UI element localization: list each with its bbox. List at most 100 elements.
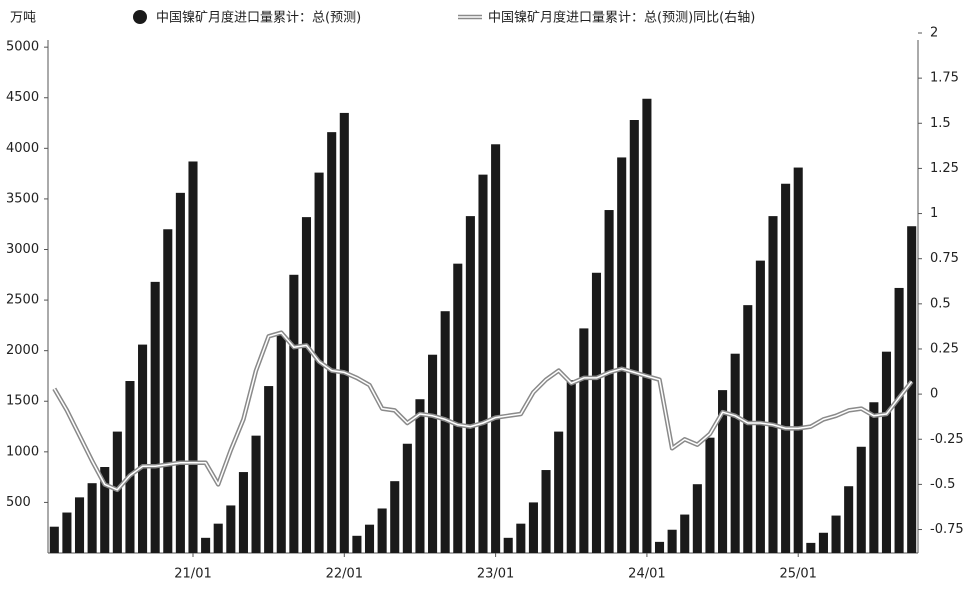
bar bbox=[755, 260, 765, 553]
y2-tick-label: -0.25 bbox=[930, 432, 964, 447]
x-tick-label: 22/01 bbox=[326, 567, 363, 582]
y2-tick-label: 1.75 bbox=[930, 71, 959, 86]
bar bbox=[881, 351, 892, 553]
bar bbox=[428, 354, 438, 553]
bar bbox=[339, 112, 349, 553]
bar bbox=[478, 174, 488, 553]
y-tick-label: 2000 bbox=[6, 343, 39, 358]
y2-tick-label: 0.75 bbox=[930, 251, 959, 266]
bar bbox=[705, 437, 715, 553]
y-tick-label: 1000 bbox=[6, 444, 39, 459]
bar bbox=[327, 132, 337, 553]
bar bbox=[100, 467, 110, 553]
bar bbox=[352, 535, 362, 553]
bar bbox=[718, 390, 728, 553]
bar bbox=[680, 514, 690, 553]
bar bbox=[377, 508, 387, 553]
x-tick-label: 24/01 bbox=[628, 567, 665, 582]
bar bbox=[112, 431, 122, 553]
bar bbox=[201, 537, 211, 553]
bar bbox=[491, 144, 501, 553]
bar bbox=[856, 446, 866, 553]
bar bbox=[364, 524, 375, 553]
line-highlight bbox=[53, 331, 913, 491]
bar bbox=[554, 431, 564, 553]
y-tick-label: 3000 bbox=[6, 242, 39, 257]
bar bbox=[667, 529, 677, 553]
bar bbox=[516, 523, 526, 553]
bar bbox=[49, 526, 59, 553]
y2-tick-label: 1.5 bbox=[930, 116, 951, 131]
y-tick-label: 5000 bbox=[6, 40, 39, 55]
bar bbox=[188, 161, 198, 553]
bar bbox=[844, 486, 854, 553]
bar bbox=[87, 483, 97, 553]
bar bbox=[213, 523, 223, 553]
bar bbox=[453, 263, 463, 553]
bar bbox=[465, 216, 475, 553]
bar bbox=[440, 311, 450, 553]
bar bbox=[743, 305, 753, 553]
bar bbox=[768, 216, 778, 553]
bar bbox=[125, 381, 135, 553]
bar bbox=[163, 229, 173, 553]
y2-tick-label: 0.25 bbox=[930, 341, 959, 356]
bar bbox=[289, 274, 299, 553]
bar bbox=[402, 443, 412, 553]
bar bbox=[604, 210, 614, 554]
bar bbox=[238, 472, 248, 553]
bar bbox=[831, 515, 841, 553]
bar bbox=[415, 399, 425, 553]
bar bbox=[642, 98, 652, 553]
bar bbox=[781, 183, 791, 553]
y-tick-label: 4000 bbox=[6, 141, 39, 156]
y-tick-label: 4500 bbox=[6, 90, 39, 105]
y-tick-label: 500 bbox=[6, 495, 31, 510]
bar bbox=[629, 120, 639, 553]
legend-marker bbox=[133, 10, 147, 24]
x-tick-label: 25/01 bbox=[779, 567, 816, 582]
bar bbox=[264, 386, 274, 553]
y2-tick-label: 1.25 bbox=[930, 161, 959, 176]
bar bbox=[138, 344, 148, 553]
y-tick-label: 1500 bbox=[6, 394, 39, 409]
bar bbox=[390, 481, 400, 553]
bar bbox=[730, 353, 740, 553]
bar bbox=[806, 542, 816, 553]
bar bbox=[226, 505, 236, 553]
unit-label: 万吨 bbox=[10, 11, 36, 26]
y2-tick-label: 0 bbox=[930, 387, 938, 402]
y-tick-label: 2500 bbox=[6, 293, 39, 308]
y2-tick-label: 2 bbox=[930, 26, 938, 41]
y2-tick-label: 1 bbox=[930, 206, 938, 221]
x-tick-label: 23/01 bbox=[477, 567, 514, 582]
bar bbox=[74, 497, 85, 553]
y2-tick-label: -0.5 bbox=[930, 477, 955, 492]
bar bbox=[591, 272, 602, 553]
bar bbox=[654, 541, 665, 553]
bar bbox=[818, 532, 828, 553]
bar bbox=[869, 402, 879, 553]
bar bbox=[528, 502, 538, 553]
bar bbox=[503, 537, 513, 553]
y-tick-label: 3500 bbox=[6, 191, 39, 206]
x-tick-label: 21/01 bbox=[174, 567, 211, 582]
bar bbox=[793, 167, 803, 553]
bar bbox=[907, 226, 917, 554]
bar bbox=[541, 470, 551, 553]
bar bbox=[692, 484, 702, 553]
bar bbox=[175, 192, 185, 553]
y2-tick-label: 0.5 bbox=[930, 296, 951, 311]
bar bbox=[301, 217, 312, 553]
bar bbox=[251, 435, 261, 553]
bar bbox=[62, 512, 72, 553]
bar bbox=[150, 281, 160, 553]
legend-label: 中国镍矿月度进口量累计：总(预测)同比(右轴) bbox=[488, 10, 755, 26]
bar bbox=[579, 328, 589, 553]
legend-label: 中国镍矿月度进口量累计：总(预测) bbox=[156, 10, 361, 26]
bar bbox=[894, 287, 904, 553]
bar bbox=[566, 380, 576, 553]
y2-tick-label: -0.75 bbox=[930, 522, 964, 537]
bar bbox=[276, 334, 286, 553]
